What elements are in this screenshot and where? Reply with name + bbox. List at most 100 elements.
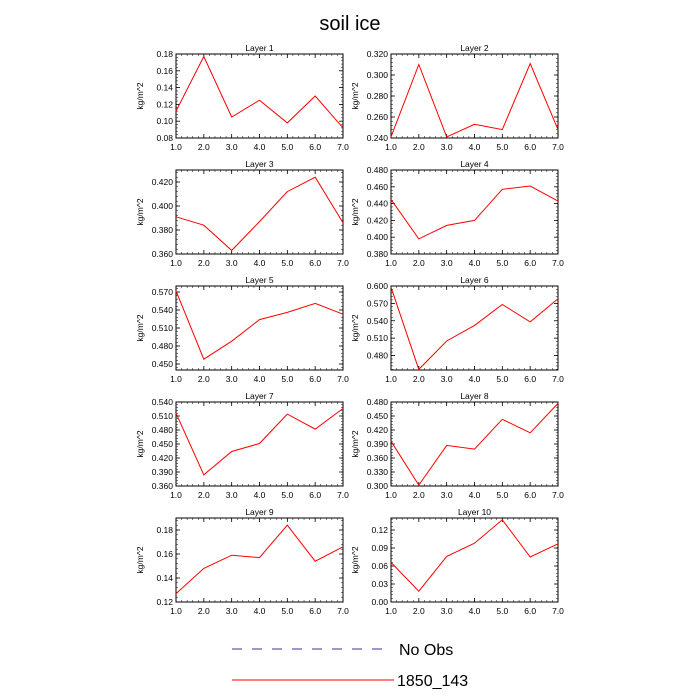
y-tick-label: 0.480 bbox=[367, 397, 389, 407]
x-tick-label: 1.0 bbox=[385, 490, 397, 500]
plot-frame bbox=[390, 401, 559, 487]
plot-frame bbox=[175, 285, 344, 371]
y-tick-label: 0.510 bbox=[367, 333, 389, 343]
y-tick-label: 0.380 bbox=[152, 225, 174, 235]
x-tick-label: 7.0 bbox=[552, 142, 564, 152]
y-tick-label: 0.380 bbox=[367, 249, 389, 259]
x-tick-label: 2.0 bbox=[413, 142, 425, 152]
y-tick-label: 0.09 bbox=[371, 543, 388, 553]
y-tick-label: 0.400 bbox=[152, 201, 174, 211]
x-tick-label: 4.0 bbox=[254, 374, 266, 384]
x-tick-label: 7.0 bbox=[552, 374, 564, 384]
x-tick-label: 6.0 bbox=[309, 258, 321, 268]
y-tick-label: 0.260 bbox=[367, 112, 389, 122]
x-tick-label: 5.0 bbox=[281, 606, 293, 616]
x-tick-label: 4.0 bbox=[469, 258, 481, 268]
y-tick-label: 0.480 bbox=[367, 165, 389, 175]
y-axis-label: kg/m^2 bbox=[135, 198, 145, 225]
x-tick-label: 4.0 bbox=[254, 258, 266, 268]
chart-panel-layer-10: Layer 10 1.0 2.0 3.0 4.0 5.0 6.0 7.0 0.00 0.03 0.0… bbox=[350, 507, 564, 616]
panel-title: Layer 6 bbox=[460, 275, 489, 285]
x-tick-label: 3.0 bbox=[441, 374, 453, 384]
y-axis-label: kg/m^2 bbox=[350, 198, 360, 225]
panel-title: Layer 5 bbox=[245, 275, 274, 285]
x-tick-label: 4.0 bbox=[469, 374, 481, 384]
panel-title: Layer 3 bbox=[245, 159, 274, 169]
x-tick-label: 5.0 bbox=[281, 490, 293, 500]
panels: Layer 1 1.0 2.0 3.0 4.0 5.0 6.0 7.0 0.08 0.10 0.12… bbox=[135, 43, 564, 616]
x-tick-label: 7.0 bbox=[337, 490, 349, 500]
y-tick-label: 0.280 bbox=[367, 91, 389, 101]
panel-title: Layer 10 bbox=[458, 507, 491, 517]
y-tick-label: 0.12 bbox=[156, 99, 173, 109]
plot-frame bbox=[390, 53, 559, 139]
y-tick-label: 0.360 bbox=[152, 249, 174, 259]
x-tick-label: 6.0 bbox=[524, 258, 536, 268]
y-tick-label: 0.400 bbox=[367, 232, 389, 242]
panel-title: Layer 2 bbox=[460, 43, 489, 53]
y-tick-label: 0.360 bbox=[367, 453, 389, 463]
y-tick-label: 0.460 bbox=[367, 182, 389, 192]
x-tick-label: 5.0 bbox=[496, 606, 508, 616]
x-tick-label: 7.0 bbox=[337, 374, 349, 384]
y-axis-label: kg/m^2 bbox=[350, 546, 360, 573]
y-tick-label: 0.420 bbox=[367, 215, 389, 225]
x-tick-label: 5.0 bbox=[281, 258, 293, 268]
plot-frame bbox=[175, 53, 344, 139]
x-tick-label: 3.0 bbox=[226, 142, 238, 152]
x-tick-label: 4.0 bbox=[469, 490, 481, 500]
y-tick-label: 0.450 bbox=[367, 411, 389, 421]
y-tick-label: 0.440 bbox=[367, 199, 389, 209]
x-tick-label: 2.0 bbox=[198, 258, 210, 268]
x-tick-label: 2.0 bbox=[413, 374, 425, 384]
x-tick-label: 6.0 bbox=[524, 142, 536, 152]
series-line-1850-143 bbox=[390, 62, 559, 138]
series-line-1850-143 bbox=[175, 55, 344, 129]
y-tick-label: 0.14 bbox=[156, 573, 173, 583]
x-tick-label: 6.0 bbox=[309, 606, 321, 616]
x-tick-label: 5.0 bbox=[496, 490, 508, 500]
x-tick-label: 2.0 bbox=[413, 258, 425, 268]
y-tick-label: 0.480 bbox=[152, 341, 174, 351]
x-tick-label: 2.0 bbox=[198, 490, 210, 500]
y-tick-label: 0.10 bbox=[156, 116, 173, 126]
x-tick-label: 4.0 bbox=[254, 490, 266, 500]
chart-panel-layer-9: Layer 9 1.0 2.0 3.0 4.0 5.0 6.0 7.0 0.12 0.14 0.16… bbox=[135, 507, 349, 616]
x-tick-label: 1.0 bbox=[385, 258, 397, 268]
x-tick-label: 1.0 bbox=[385, 142, 397, 152]
y-tick-label: 0.600 bbox=[367, 281, 389, 291]
y-axis-label: kg/m^2 bbox=[350, 430, 360, 457]
x-tick-label: 7.0 bbox=[552, 606, 564, 616]
y-tick-label: 0.540 bbox=[152, 397, 174, 407]
x-tick-label: 2.0 bbox=[413, 606, 425, 616]
series-line-1850-143 bbox=[175, 408, 344, 476]
y-tick-label: 0.300 bbox=[367, 481, 389, 491]
y-tick-label: 0.320 bbox=[367, 49, 389, 59]
x-tick-label: 2.0 bbox=[198, 606, 210, 616]
x-tick-label: 4.0 bbox=[469, 142, 481, 152]
x-tick-label: 3.0 bbox=[441, 258, 453, 268]
x-tick-label: 4.0 bbox=[469, 606, 481, 616]
x-tick-label: 1.0 bbox=[385, 606, 397, 616]
y-tick-label: 0.540 bbox=[152, 305, 174, 315]
y-tick-label: 0.14 bbox=[156, 83, 173, 93]
chart-panel-layer-2: Layer 2 1.0 2.0 3.0 4.0 5.0 6.0 7.0 0.240 0.260 0.… bbox=[350, 43, 564, 152]
y-tick-label: 0.12 bbox=[371, 525, 388, 535]
y-tick-label: 0.240 bbox=[367, 133, 389, 143]
series-line-1850-143 bbox=[390, 287, 559, 371]
y-tick-label: 0.480 bbox=[152, 425, 174, 435]
plot-frame bbox=[390, 285, 559, 371]
x-tick-label: 2.0 bbox=[413, 490, 425, 500]
chart-panel-layer-6: Layer 6 1.0 2.0 3.0 4.0 5.0 6.0 7.0 0.480 0.510 0.… bbox=[350, 275, 564, 384]
chart-panel-layer-5: Layer 5 1.0 2.0 3.0 4.0 5.0 6.0 7.0 0.450 0.480 0.… bbox=[135, 275, 349, 384]
x-tick-label: 7.0 bbox=[337, 142, 349, 152]
series-line-1850-143 bbox=[175, 524, 344, 594]
series-line-1850-143 bbox=[175, 176, 344, 252]
x-tick-label: 3.0 bbox=[226, 606, 238, 616]
panel-title: Layer 7 bbox=[245, 391, 274, 401]
y-tick-label: 0.450 bbox=[152, 439, 174, 449]
x-tick-label: 5.0 bbox=[281, 374, 293, 384]
y-tick-label: 0.08 bbox=[156, 133, 173, 143]
plot-frame bbox=[390, 169, 559, 255]
x-tick-label: 3.0 bbox=[226, 490, 238, 500]
